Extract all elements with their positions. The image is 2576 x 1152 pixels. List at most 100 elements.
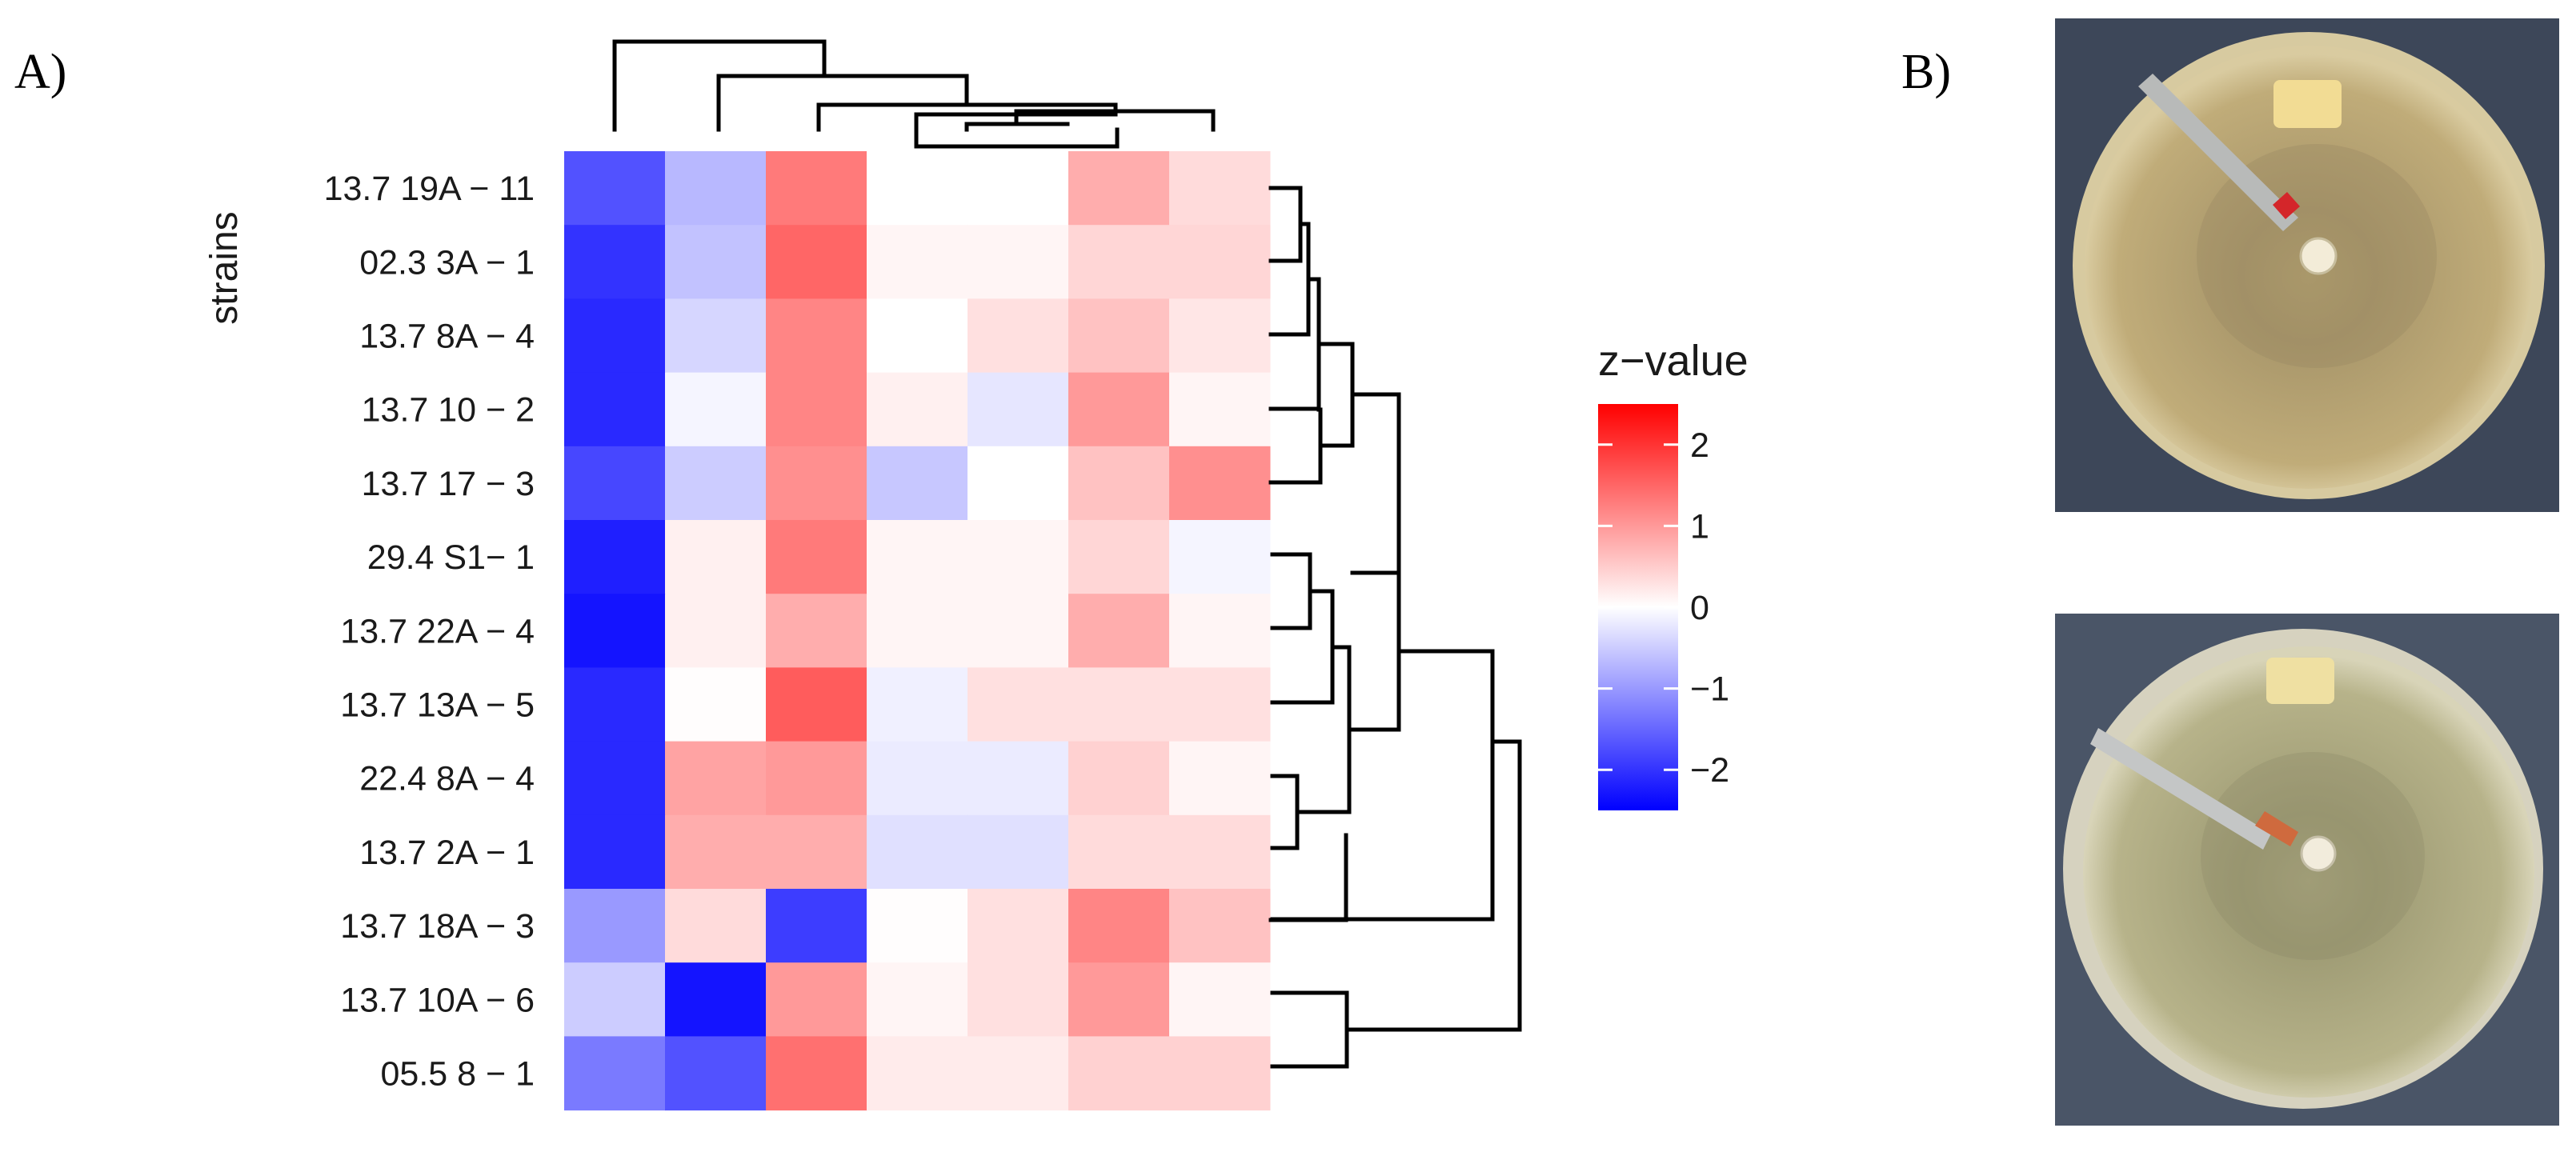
legend-ticks: 2 1 0 −1 −2 bbox=[1598, 426, 1729, 790]
heatmap-cell bbox=[766, 372, 867, 447]
panel-a-label: A) bbox=[14, 45, 66, 99]
heatmap-cell bbox=[1169, 225, 1271, 299]
heatmap-cell bbox=[1169, 814, 1271, 890]
heatmap-cell bbox=[665, 151, 767, 226]
heatmap-cell bbox=[564, 446, 666, 521]
heatmap-cell bbox=[564, 741, 666, 816]
heatmap-cell bbox=[766, 446, 867, 521]
heatmap-cell bbox=[564, 667, 666, 742]
row-label: 13.7 8A − 4 bbox=[359, 318, 535, 356]
heatmap-cell bbox=[1169, 667, 1271, 742]
heatmap-cell bbox=[968, 594, 1069, 668]
heatmap-cell bbox=[665, 372, 767, 447]
heatmap-cell bbox=[968, 372, 1069, 447]
heatmap-cell bbox=[867, 594, 968, 668]
heatmap-cell bbox=[766, 520, 867, 594]
heatmap-cell bbox=[564, 520, 666, 594]
heatmap-cell bbox=[867, 889, 968, 963]
heatmap-cell bbox=[867, 962, 968, 1037]
heatmap-cell bbox=[867, 298, 968, 374]
heatmap-cell bbox=[867, 667, 968, 742]
heatmap-cell bbox=[1169, 520, 1271, 594]
row-dendrogram bbox=[1268, 186, 1522, 1069]
heatmap-cell bbox=[867, 225, 968, 299]
heatmap-cell bbox=[867, 446, 968, 521]
heatmap-cell bbox=[564, 814, 666, 890]
row-label: 05.5 8 − 1 bbox=[381, 1055, 535, 1094]
heatmap-cell bbox=[968, 889, 1069, 963]
heatmap-cell bbox=[1169, 594, 1271, 668]
legend-tick-label: 1 bbox=[1690, 507, 1709, 546]
column-dendrogram bbox=[612, 39, 1216, 149]
row-label: 13.7 13A − 5 bbox=[340, 686, 535, 725]
heatmap-cell bbox=[766, 889, 867, 963]
heatmap-cell bbox=[766, 667, 867, 742]
heatmap-cell bbox=[564, 1036, 666, 1111]
heatmap-cell bbox=[1169, 298, 1271, 374]
heatmap-cell bbox=[564, 889, 666, 963]
row-labels: 13.7 19A − 11 02.3 3A − 1 13.7 8A − 4 13.7 … bbox=[324, 170, 535, 1093]
heatmap-cell bbox=[968, 298, 1069, 374]
heatmap-cell bbox=[1068, 151, 1170, 226]
row-label: 13.7 19A − 11 bbox=[324, 170, 535, 208]
heatmap-cell bbox=[1169, 446, 1271, 521]
heatmap-cell bbox=[564, 225, 666, 299]
legend-tick-label: −1 bbox=[1690, 670, 1729, 709]
heatmap bbox=[564, 151, 1271, 1111]
heatmap-cell bbox=[968, 814, 1069, 890]
heatmap-cell bbox=[1068, 962, 1170, 1037]
heatmap-cell bbox=[766, 962, 867, 1037]
heatmap-cell bbox=[564, 594, 666, 668]
heatmap-cell bbox=[1169, 741, 1271, 816]
legend-tick-label: 0 bbox=[1690, 589, 1709, 627]
heatmap-cell bbox=[1068, 741, 1170, 816]
legend-tick-label: −2 bbox=[1690, 751, 1729, 790]
heatmap-cell bbox=[665, 520, 767, 594]
heatmap-cell bbox=[665, 741, 767, 816]
photo-plate-top bbox=[2055, 18, 2559, 512]
heatmap-cell bbox=[1068, 594, 1170, 668]
heatmap-cell bbox=[766, 298, 867, 374]
heatmap-cell bbox=[968, 741, 1069, 816]
heatmap-cell bbox=[1068, 446, 1170, 521]
heatmap-cell bbox=[766, 1036, 867, 1111]
color-legend: z−value 2 1 0 −1 −2 bbox=[1598, 337, 1749, 810]
legend-title: z−value bbox=[1598, 337, 1749, 385]
heatmap-cell bbox=[564, 298, 666, 374]
heatmap-cell bbox=[968, 1036, 1069, 1111]
heatmap-cell bbox=[564, 962, 666, 1037]
heatmap-cell bbox=[665, 889, 767, 963]
heatmap-cell bbox=[1068, 889, 1170, 963]
heatmap-cell bbox=[665, 225, 767, 299]
heatmap-cell bbox=[1169, 151, 1271, 226]
heatmap-cell bbox=[1068, 298, 1170, 374]
row-label: 13.7 2A − 1 bbox=[359, 834, 535, 872]
heatmap-cell bbox=[1068, 814, 1170, 890]
row-label: 13.7 10 − 2 bbox=[362, 391, 535, 430]
row-label: 13.7 18A − 3 bbox=[340, 907, 535, 946]
heatmap-cell bbox=[867, 814, 968, 890]
heatmap-cell bbox=[766, 814, 867, 890]
heatmap-cell bbox=[1169, 372, 1271, 447]
heatmap-cell bbox=[564, 372, 666, 447]
heatmap-cell bbox=[564, 151, 666, 226]
heatmap-cell bbox=[665, 298, 767, 374]
heatmap-cell bbox=[1068, 1036, 1170, 1111]
heatmap-cell bbox=[867, 372, 968, 447]
heatmap-cell bbox=[665, 1036, 767, 1111]
photo-plate-bottom bbox=[2055, 614, 2559, 1126]
heatmap-cell bbox=[665, 594, 767, 668]
heatmap-cell bbox=[665, 446, 767, 521]
heatmap-cell bbox=[968, 225, 1069, 299]
heatmap-cell bbox=[1169, 889, 1271, 963]
heatmap-cell bbox=[1068, 372, 1170, 447]
heatmap-cell bbox=[867, 741, 968, 816]
heatmap-cell bbox=[968, 962, 1069, 1037]
row-label: 13.7 10A − 6 bbox=[340, 981, 535, 1019]
heatmap-cell bbox=[1068, 667, 1170, 742]
heatmap-cell bbox=[1169, 1036, 1271, 1111]
heatmap-cell bbox=[867, 151, 968, 226]
heatmap-cell bbox=[665, 667, 767, 742]
row-label: 22.4 8A − 4 bbox=[359, 760, 535, 798]
